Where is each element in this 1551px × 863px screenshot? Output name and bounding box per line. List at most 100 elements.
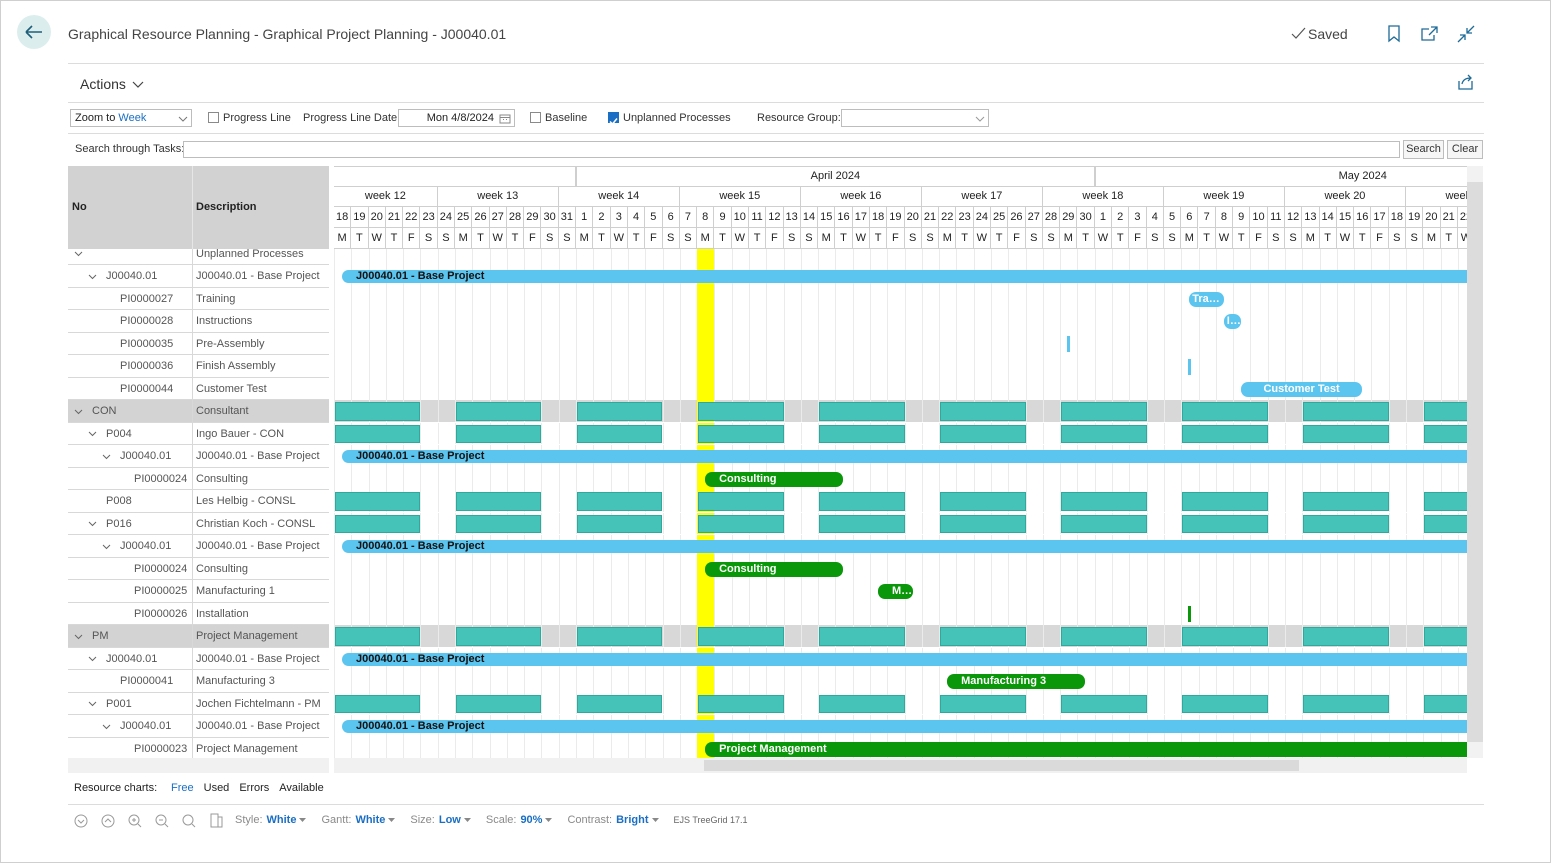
- day-cell: 3: [1129, 207, 1147, 228]
- horizontal-scrollbar[interactable]: [68, 758, 329, 773]
- setting-value: White: [266, 814, 297, 826]
- unplanned-bar[interactable]: Instructions: [1223, 314, 1242, 329]
- setting-value: Bright: [616, 814, 649, 826]
- weekday-cell: S: [420, 228, 438, 249]
- date-input[interactable]: Mon 4/8/2024: [398, 109, 515, 127]
- day-cell: 6: [662, 207, 680, 228]
- share-button[interactable]: [1456, 73, 1476, 91]
- day-cell: 20: [904, 207, 922, 228]
- status-setting[interactable]: Style: White: [235, 812, 307, 828]
- weekday-cell: F: [1129, 228, 1147, 249]
- resource-group-select[interactable]: [841, 109, 989, 127]
- grid-row: J00040.01 J00040.01 - Base Project: [68, 265, 329, 288]
- scroll-up[interactable]: [1467, 166, 1483, 182]
- task-bar[interactable]: [1188, 606, 1192, 622]
- unplanned-bar[interactable]: [1067, 336, 1071, 352]
- task-number: PI0000025: [134, 585, 188, 598]
- task-description: Consulting: [196, 562, 248, 575]
- day-cell: 5: [1163, 207, 1182, 228]
- summary-bar[interactable]: J00040.01 - Base Project: [342, 450, 1467, 463]
- column-divider: [192, 670, 193, 692]
- select-caret: [178, 116, 188, 122]
- task-description: Installation: [196, 607, 249, 620]
- column-header[interactable]: Description: [196, 201, 257, 213]
- task-bar[interactable]: Consulting: [705, 561, 844, 577]
- progress-line-checkbox[interactable]: [208, 112, 219, 123]
- status-setting[interactable]: Gantt: White: [321, 812, 396, 828]
- vertical-scrollbar[interactable]: [1467, 166, 1483, 758]
- task-bar[interactable]: Project Management: [705, 741, 1467, 757]
- capacity-block: [1182, 514, 1268, 534]
- expand-toggle[interactable]: [88, 701, 97, 707]
- bookmark-button[interactable]: [1386, 24, 1402, 44]
- setting-value: Low: [438, 814, 461, 826]
- timeline-header: April 2024 May 2024 week 12 week 13 week 14 w…: [334, 166, 1467, 249]
- task-bar[interactable]: Manufacturing 1: [877, 584, 913, 599]
- search-input[interactable]: [183, 141, 1400, 158]
- task-description: Finish Assembly: [196, 360, 276, 373]
- resource-chart-tab[interactable]: Available: [279, 782, 324, 794]
- capacity-block: [335, 694, 421, 714]
- expand-toggle[interactable]: [88, 274, 97, 280]
- task-number: P008: [106, 495, 132, 508]
- task-number: J00040.01: [120, 450, 172, 463]
- search-button[interactable]: Search: [1403, 140, 1444, 159]
- expand-toggle[interactable]: [74, 409, 83, 415]
- scroll-down[interactable]: [1467, 742, 1483, 758]
- capacity-block: [577, 514, 663, 534]
- collapse-button[interactable]: [1456, 24, 1476, 44]
- grid-row: PI0000035 Pre-Assembly: [68, 332, 329, 356]
- resource-chart-tab[interactable]: Used: [203, 782, 230, 794]
- summary-bar[interactable]: J00040.01 - Base Project: [342, 720, 1467, 733]
- weekday-cell: F: [403, 228, 421, 249]
- day-cell: 28: [506, 207, 525, 228]
- actions-menu[interactable]: Actions: [80, 76, 126, 92]
- day-cell: 7: [679, 207, 698, 228]
- task-bar[interactable]: Consulting: [705, 471, 844, 487]
- expand-toggle[interactable]: [88, 656, 97, 662]
- check-mark: [609, 118, 618, 126]
- status-setting[interactable]: Size: Low: [410, 812, 471, 828]
- weekday-cell: S: [1405, 228, 1424, 249]
- day-gridline: [541, 249, 543, 758]
- expand-toggle[interactable]: [74, 251, 83, 257]
- expand-toggle[interactable]: [88, 431, 97, 437]
- baseline-checkbox[interactable]: [530, 112, 541, 123]
- grid-row: P004 Ingo Bauer - CON: [68, 422, 329, 446]
- resource-chart-tab[interactable]: Free: [171, 782, 194, 794]
- unplanned-checkbox[interactable]: [608, 112, 619, 126]
- scroll-thumb[interactable]: [704, 760, 1299, 771]
- summary-bar[interactable]: J00040.01 - Base Project: [342, 540, 1467, 553]
- back-button[interactable]: [16, 15, 52, 51]
- day-cell: 30: [541, 207, 559, 228]
- summary-bar[interactable]: J00040.01 - Base Project: [342, 270, 1467, 283]
- capacity-block: [698, 402, 784, 421]
- version-label: EJS TreeGrid 17.1: [673, 815, 748, 825]
- grid-tool-icons: [74, 813, 223, 828]
- summary-bar[interactable]: J00040.01 - Base Project: [342, 652, 1467, 666]
- horizontal-scrollbar[interactable]: [334, 758, 1467, 773]
- expand-toggle[interactable]: [88, 521, 97, 527]
- clear-button[interactable]: Clear: [1447, 140, 1483, 159]
- task-description: Pre-Assembly: [196, 337, 265, 350]
- expand-toggle[interactable]: [102, 544, 111, 550]
- column-header[interactable]: No: [72, 201, 87, 213]
- task-bar[interactable]: Manufacturing 3: [947, 674, 1086, 689]
- zoom-select[interactable]: Zoom to Week: [70, 109, 192, 127]
- unplanned-bar[interactable]: [1188, 358, 1192, 375]
- day-cell: 4: [1146, 207, 1164, 228]
- open-new-window-button[interactable]: [1420, 25, 1440, 43]
- weekday-cell: F: [645, 228, 663, 249]
- grid-header: No Description: [68, 166, 329, 249]
- weekday-cell: M: [1060, 228, 1078, 249]
- separator: [68, 133, 1484, 134]
- expand-toggle[interactable]: [74, 634, 83, 640]
- expand-toggle[interactable]: [102, 454, 111, 460]
- unplanned-bar[interactable]: Training: [1189, 291, 1224, 307]
- unplanned-bar[interactable]: Customer Test: [1241, 381, 1363, 397]
- expand-toggle[interactable]: [102, 724, 111, 730]
- resource-chart-tab[interactable]: Errors: [239, 782, 270, 794]
- weekday-cell: T: [1354, 228, 1372, 249]
- status-setting[interactable]: Contrast: Bright: [567, 812, 659, 828]
- status-setting[interactable]: Scale: 90%: [486, 812, 554, 828]
